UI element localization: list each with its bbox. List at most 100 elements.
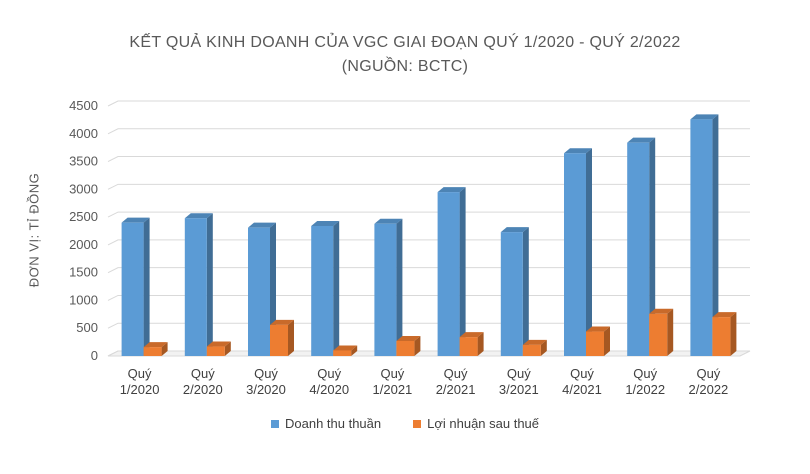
x-tick-label: Quý bbox=[696, 366, 720, 381]
bar-profit bbox=[143, 347, 162, 356]
bar-top bbox=[712, 312, 737, 318]
bar-side bbox=[288, 319, 294, 356]
bar-revenue bbox=[184, 218, 207, 356]
x-tick-label: 1/2021 bbox=[373, 382, 413, 397]
gridline bbox=[107, 239, 750, 246]
gridline bbox=[107, 128, 750, 135]
bar-profit bbox=[459, 337, 478, 356]
bar-revenue bbox=[437, 192, 460, 356]
bar-top bbox=[206, 341, 231, 347]
bar-profit bbox=[333, 350, 352, 356]
y-tick-label: 3000 bbox=[69, 181, 98, 196]
bar-profit bbox=[396, 341, 415, 356]
bar-top bbox=[564, 148, 592, 154]
legend: Doanh thu thuần Lợi nhuận sau thuế bbox=[0, 416, 810, 431]
x-tick-label: 2/2021 bbox=[436, 382, 476, 397]
bar-side bbox=[477, 332, 484, 356]
bar-revenue bbox=[690, 119, 713, 356]
y-tick-label: 500 bbox=[76, 320, 98, 335]
bar-top bbox=[396, 336, 421, 341]
legend-item-profit: Lợi nhuận sau thuế bbox=[413, 416, 539, 431]
bar-revenue bbox=[374, 223, 397, 356]
gridline bbox=[107, 183, 750, 190]
bar-side bbox=[522, 227, 529, 356]
bar-side bbox=[414, 336, 421, 356]
x-tick-label: 4/2020 bbox=[309, 382, 349, 397]
bar-profit bbox=[270, 324, 288, 356]
x-tick-label: Quý bbox=[444, 366, 468, 381]
bar-profit bbox=[206, 346, 225, 356]
bar-top bbox=[459, 332, 484, 338]
x-tick-label: 1/2020 bbox=[120, 382, 160, 397]
gridline bbox=[107, 294, 750, 301]
legend-item-revenue: Doanh thu thuần bbox=[270, 416, 382, 431]
gridline bbox=[107, 211, 750, 218]
bar-side bbox=[206, 213, 213, 356]
bar-top bbox=[248, 222, 276, 228]
chart-subtitle: (NGUỒN: BCTC) bbox=[341, 58, 469, 75]
bar-top bbox=[690, 114, 719, 120]
x-tick-label: Quý bbox=[191, 366, 215, 381]
bar-side bbox=[604, 326, 610, 356]
bar-top bbox=[522, 339, 547, 345]
y-tick-label: 1000 bbox=[69, 292, 98, 307]
y-tick-label: 2500 bbox=[69, 209, 98, 224]
bar-revenue bbox=[248, 227, 270, 356]
legend-swatch-revenue bbox=[270, 419, 279, 428]
bar-top bbox=[121, 217, 150, 223]
x-tick-label: 2/2022 bbox=[689, 382, 729, 397]
gridline bbox=[107, 322, 750, 329]
gridline bbox=[107, 156, 750, 163]
bar-top bbox=[627, 137, 656, 143]
x-tick-label: Quý bbox=[317, 366, 341, 381]
bar-side bbox=[396, 218, 403, 356]
chart-title: KẾT QUẢ KINH DOANH CỦA VGC GIAI ĐOẠN QUÝ… bbox=[129, 34, 681, 51]
y-tick-label: 4000 bbox=[69, 126, 98, 141]
bar-side bbox=[143, 217, 150, 356]
legend-label-revenue: Doanh thu thuần bbox=[284, 416, 382, 431]
x-tick-label: Quý bbox=[570, 366, 594, 381]
vietnamnet-logo: VIET bbox=[694, 424, 756, 454]
legend-label-profit: Lợi nhuận sau thuế bbox=[427, 416, 540, 431]
bar-profit bbox=[586, 331, 604, 356]
x-tick-label: Quý bbox=[633, 366, 657, 381]
bar-top bbox=[311, 221, 340, 226]
gridline bbox=[107, 267, 750, 274]
x-tick-label: Quý bbox=[507, 366, 531, 381]
bar-side bbox=[586, 148, 592, 356]
bar-revenue bbox=[121, 222, 144, 356]
bar-side bbox=[540, 339, 547, 356]
bar-side bbox=[459, 187, 466, 356]
bar-top bbox=[500, 227, 529, 233]
bar-side bbox=[667, 308, 674, 356]
x-tick-label: 1/2022 bbox=[625, 382, 665, 397]
bar-side bbox=[333, 221, 340, 356]
bar-profit bbox=[712, 317, 731, 356]
bar-side bbox=[224, 341, 231, 356]
x-tick-label: 3/2020 bbox=[246, 382, 286, 397]
x-tick-label: 2/2020 bbox=[183, 382, 223, 397]
bar-top bbox=[437, 187, 466, 193]
bar-profit bbox=[649, 313, 668, 356]
bar-revenue bbox=[564, 153, 586, 356]
x-tick-label: 3/2021 bbox=[499, 382, 539, 397]
y-tick-label: 4500 bbox=[69, 98, 98, 113]
y-tick-label: 3500 bbox=[69, 154, 98, 169]
bar-revenue bbox=[311, 226, 334, 356]
bar-side bbox=[161, 342, 168, 356]
bar-side bbox=[712, 114, 719, 356]
legend-swatch-profit bbox=[413, 419, 422, 428]
y-tick-label: 0 bbox=[91, 348, 98, 363]
bar-top bbox=[143, 342, 168, 348]
bar-top bbox=[586, 326, 610, 332]
y-tick-label: 2000 bbox=[69, 237, 98, 252]
y-tick-label: 1500 bbox=[69, 265, 98, 280]
bar-side bbox=[649, 137, 656, 356]
bar-top bbox=[649, 308, 674, 314]
bar-top bbox=[333, 345, 358, 351]
bar-side bbox=[730, 312, 737, 356]
bar-revenue bbox=[500, 232, 523, 356]
bar-top bbox=[374, 218, 403, 224]
bar-profit bbox=[522, 344, 541, 356]
